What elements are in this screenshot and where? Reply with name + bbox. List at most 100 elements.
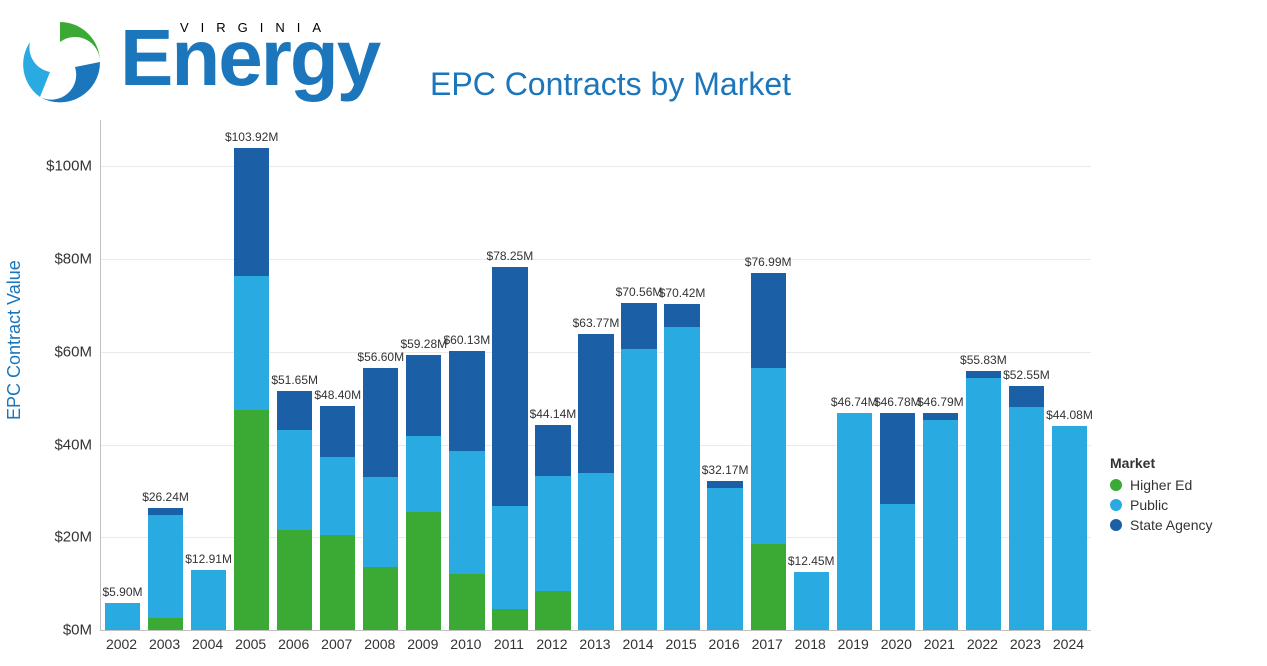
- bar-segment-state_agency: [880, 413, 915, 503]
- bar-segment-public: [406, 436, 441, 511]
- x-tick-label: 2017: [752, 636, 783, 652]
- bar-segment-public: [105, 603, 140, 630]
- x-tick-label: 2022: [967, 636, 998, 652]
- bar-segment-public: [923, 420, 958, 630]
- bar-segment-public: [535, 476, 570, 590]
- x-tick-label: 2002: [106, 636, 137, 652]
- bar-segment-higher_ed: [148, 618, 183, 630]
- legend-swatch-icon: [1110, 499, 1122, 511]
- bar-segment-higher_ed: [535, 591, 570, 630]
- bar-segment-public: [277, 430, 312, 530]
- bar-total-label: $44.08M: [1034, 408, 1105, 422]
- bar-segment-higher_ed: [449, 574, 484, 630]
- bar-segment-public: [880, 504, 915, 630]
- bar-segment-public: [578, 473, 613, 630]
- bar-segment-state_agency: [535, 425, 570, 476]
- x-tick-label: 2024: [1053, 636, 1084, 652]
- legend-item: Higher Ed: [1110, 477, 1213, 493]
- bar-segment-public: [234, 276, 269, 410]
- bar-segment-higher_ed: [363, 567, 398, 630]
- bar-segment-state_agency: [707, 481, 742, 488]
- bar-segment-state_agency: [492, 267, 527, 506]
- bar-segment-state_agency: [320, 406, 355, 457]
- bar-segment-public: [707, 488, 742, 630]
- bar-segment-public: [794, 572, 829, 630]
- legend-swatch-icon: [1110, 519, 1122, 531]
- x-tick-label: 2003: [149, 636, 180, 652]
- bar-segment-state_agency: [449, 351, 484, 451]
- logo-brand-text: Energy: [120, 18, 379, 98]
- bar-segment-public: [191, 570, 226, 630]
- bar-segment-higher_ed: [320, 535, 355, 630]
- bar-segment-higher_ed: [234, 410, 269, 630]
- bar-segment-higher_ed: [406, 512, 441, 630]
- y-tick-label: $60M: [0, 343, 92, 360]
- x-tick-label: 2018: [795, 636, 826, 652]
- x-tick-label: 2010: [450, 636, 481, 652]
- bar-segment-public: [492, 506, 527, 609]
- bar-segment-state_agency: [751, 273, 786, 368]
- x-tick-label: 2009: [407, 636, 438, 652]
- legend-title: Market: [1110, 455, 1213, 471]
- legend-item: State Agency: [1110, 517, 1213, 533]
- bar-segment-public: [1009, 407, 1044, 630]
- y-axis-title: EPC Contract Value: [4, 260, 25, 420]
- y-tick-label: $0M: [0, 622, 92, 639]
- y-tick-label: $80M: [0, 251, 92, 268]
- legend-item: Public: [1110, 497, 1213, 513]
- bar-segment-public: [751, 368, 786, 544]
- bar-segment-public: [837, 413, 872, 630]
- x-tick-label: 2019: [838, 636, 869, 652]
- bar-segment-state_agency: [923, 413, 958, 420]
- x-tick-label: 2013: [579, 636, 610, 652]
- bar-segment-state_agency: [234, 148, 269, 276]
- bar-total-label: $55.83M: [948, 353, 1019, 367]
- bar-segment-state_agency: [664, 304, 699, 327]
- brand-logo: VIRGINIA Energy: [10, 12, 410, 112]
- chart-plot: $5.90M$26.24M$12.91M$103.92M$51.65M$48.4…: [100, 120, 1091, 631]
- bar-segment-public: [148, 515, 183, 618]
- bar-segment-public: [664, 327, 699, 630]
- bar-segment-public: [449, 451, 484, 574]
- bar-segment-public: [1052, 426, 1087, 630]
- bar-total-label: $78.25M: [475, 249, 546, 263]
- y-tick-label: $20M: [0, 529, 92, 546]
- legend-label: Public: [1130, 497, 1168, 513]
- x-tick-label: 2011: [494, 636, 524, 652]
- x-tick-label: 2020: [881, 636, 912, 652]
- x-tick-label: 2015: [666, 636, 697, 652]
- x-tick-label: 2012: [536, 636, 567, 652]
- bar-segment-public: [621, 349, 656, 630]
- bar-total-label: $103.92M: [216, 130, 287, 144]
- x-tick-label: 2008: [364, 636, 395, 652]
- x-tick-label: 2021: [924, 636, 955, 652]
- bar-segment-higher_ed: [492, 609, 527, 630]
- bar-segment-public: [320, 457, 355, 535]
- bar-total-label: $76.99M: [733, 255, 804, 269]
- bar-segment-public: [363, 477, 398, 568]
- chart-legend: Market Higher Ed Public State Agency: [1110, 455, 1213, 537]
- bar-total-label: $51.65M: [259, 373, 330, 387]
- x-tick-label: 2014: [622, 636, 653, 652]
- chart-area: EPC Contract Value $0M $20M $40M $60M $80M $1…: [0, 120, 1267, 666]
- bar-segment-public: [966, 378, 1001, 630]
- x-tick-label: 2006: [278, 636, 309, 652]
- bar-segment-state_agency: [1009, 386, 1044, 407]
- legend-label: State Agency: [1130, 517, 1213, 533]
- legend-label: Higher Ed: [1130, 477, 1192, 493]
- x-tick-label: 2023: [1010, 636, 1041, 652]
- x-tick-label: 2016: [709, 636, 740, 652]
- x-tick-label: 2005: [235, 636, 266, 652]
- bar-segment-state_agency: [363, 368, 398, 477]
- bar-total-label: $70.42M: [647, 286, 718, 300]
- y-tick-label: $40M: [0, 436, 92, 453]
- bar-segment-state_agency: [148, 508, 183, 515]
- chart-title: EPC Contracts by Market: [430, 66, 791, 103]
- bar-segment-state_agency: [621, 303, 656, 349]
- legend-swatch-icon: [1110, 479, 1122, 491]
- bar-segment-state_agency: [578, 334, 613, 473]
- logo-swirl-icon: [10, 12, 110, 112]
- bar-segment-higher_ed: [277, 530, 312, 630]
- bar-total-label: $52.55M: [991, 368, 1062, 382]
- x-tick-label: 2004: [192, 636, 223, 652]
